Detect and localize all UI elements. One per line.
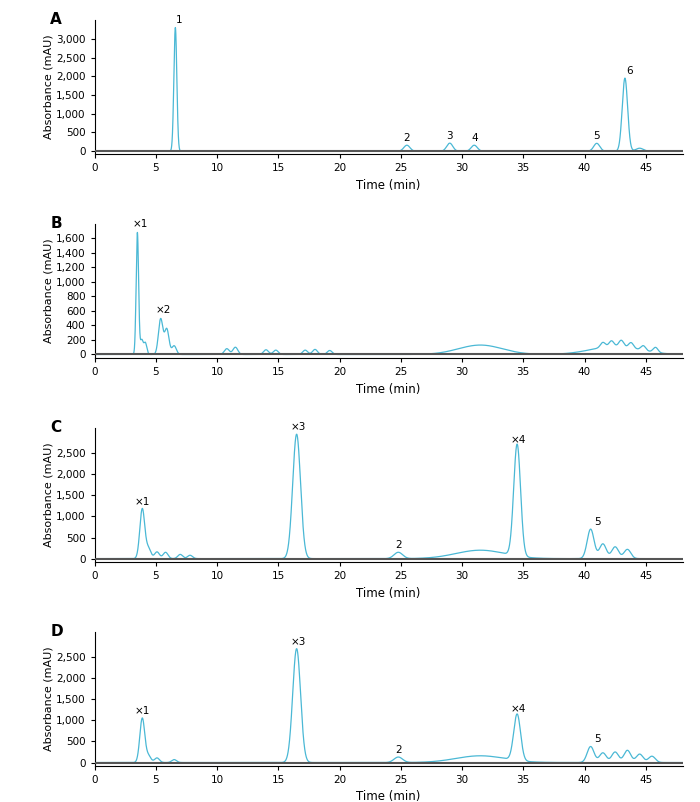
Y-axis label: Absorbance (mAU): Absorbance (mAU) — [43, 646, 53, 751]
X-axis label: Time (min): Time (min) — [356, 586, 421, 600]
Y-axis label: Absorbance (mAU): Absorbance (mAU) — [43, 443, 53, 547]
Y-axis label: Absorbance (mAU): Absorbance (mAU) — [43, 239, 53, 343]
Text: B: B — [50, 216, 62, 231]
X-axis label: Time (min): Time (min) — [356, 383, 421, 395]
Text: 5: 5 — [594, 516, 601, 527]
Text: D: D — [50, 624, 63, 638]
Text: 1: 1 — [176, 15, 183, 26]
Text: ×1: ×1 — [135, 496, 150, 507]
Text: ×3: ×3 — [290, 422, 306, 432]
Y-axis label: Absorbance (mAU): Absorbance (mAU) — [43, 34, 53, 140]
Text: ×3: ×3 — [290, 637, 306, 646]
Text: 6: 6 — [626, 66, 633, 76]
Text: 2: 2 — [404, 133, 410, 143]
Text: ×2: ×2 — [155, 305, 171, 315]
Text: ×4: ×4 — [511, 435, 526, 445]
Text: ×1: ×1 — [135, 706, 150, 716]
X-axis label: Time (min): Time (min) — [356, 179, 421, 192]
Text: 5: 5 — [594, 734, 601, 744]
Text: A: A — [50, 12, 62, 27]
Text: C: C — [50, 419, 62, 435]
Text: ×1: ×1 — [132, 219, 148, 229]
Text: 5: 5 — [594, 132, 600, 141]
Text: 4: 4 — [471, 133, 477, 143]
Text: 2: 2 — [395, 744, 402, 755]
Text: 2: 2 — [395, 540, 402, 550]
Text: ×4: ×4 — [511, 704, 526, 714]
Text: 3: 3 — [447, 131, 453, 141]
X-axis label: Time (min): Time (min) — [356, 791, 421, 802]
